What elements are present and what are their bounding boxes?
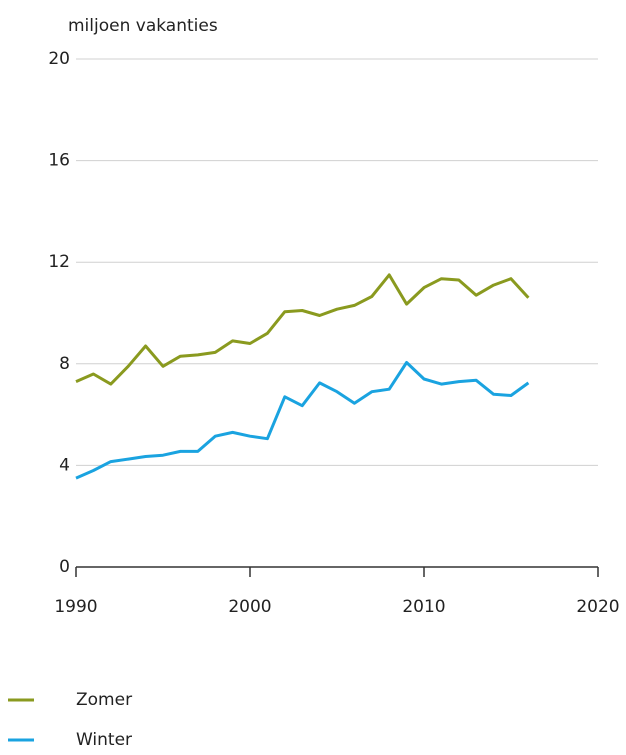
legend-label: Winter [76, 730, 132, 750]
y-tick-label: 20 [48, 49, 70, 69]
y-tick-label: 0 [59, 557, 70, 577]
line-series [75, 361, 530, 480]
y-tick-label: 16 [48, 151, 70, 171]
x-tick-label: 2010 [402, 597, 445, 617]
y-tick-label: 12 [48, 252, 70, 272]
line-series [75, 273, 530, 386]
y-tick-label: 8 [59, 354, 70, 374]
y-axis-label: miljoen vakanties [68, 16, 218, 36]
x-tick-label: 1990 [54, 597, 97, 617]
x-tick-label: 2000 [228, 597, 271, 617]
y-tick-label: 4 [59, 455, 70, 475]
x-tick-label: 2020 [576, 597, 619, 617]
legend-label: Zomer [76, 690, 132, 710]
